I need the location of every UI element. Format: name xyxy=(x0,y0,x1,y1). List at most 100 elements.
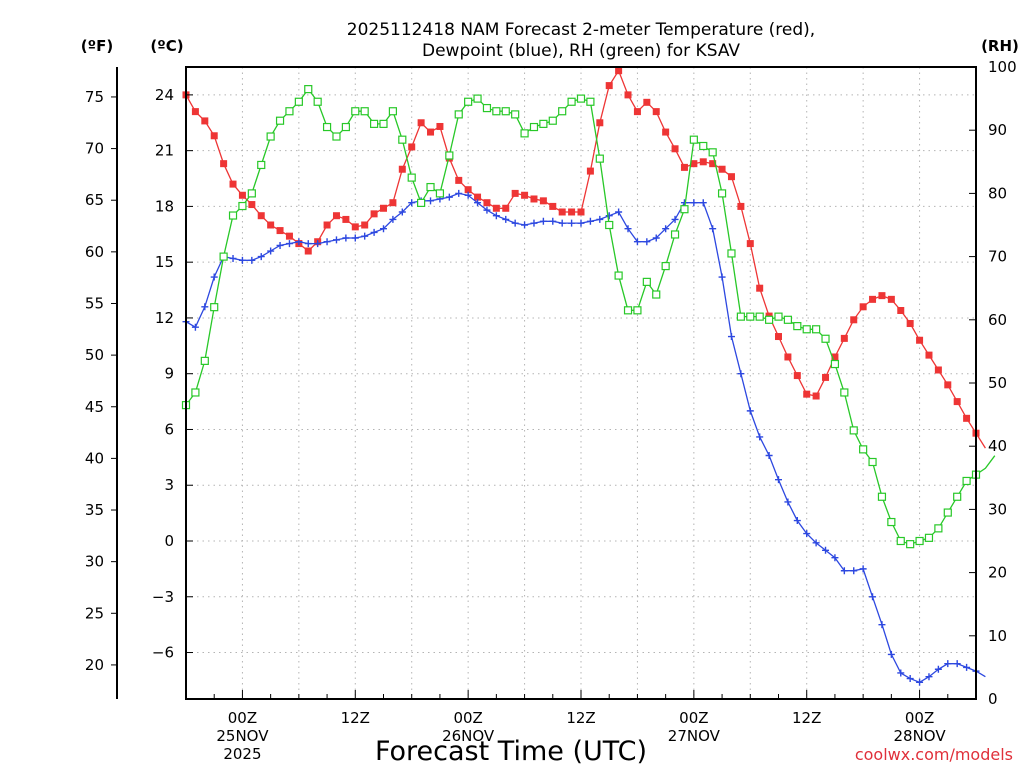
data-point xyxy=(417,198,426,207)
data-point xyxy=(831,353,839,361)
rh-tick-label: 90 xyxy=(988,121,1007,139)
x-tick-label: 00Z xyxy=(679,709,708,727)
data-point xyxy=(201,117,209,125)
data-point xyxy=(717,189,727,198)
rh-tick-label: 40 xyxy=(988,437,1007,455)
data-point xyxy=(201,303,209,311)
data-point xyxy=(877,492,887,501)
data-point xyxy=(445,193,453,201)
data-point xyxy=(953,492,962,501)
celsius-tick-label: 15 xyxy=(155,253,174,271)
data-point xyxy=(756,433,764,441)
rh-tick-label: 80 xyxy=(988,184,1007,202)
data-point xyxy=(455,176,463,184)
data-point xyxy=(360,107,369,116)
data-point xyxy=(558,208,566,216)
data-point xyxy=(323,238,331,246)
data-point xyxy=(925,673,933,681)
data-point xyxy=(267,221,275,229)
x-tick-label: 12Z xyxy=(792,709,821,727)
rh-tick-label: 70 xyxy=(988,248,1007,266)
data-point xyxy=(294,97,303,106)
fahrenheit-axis-header: (ºF) xyxy=(81,37,113,55)
data-point xyxy=(238,191,246,199)
x-tick-label: 00Z xyxy=(453,709,482,727)
data-point xyxy=(529,122,539,132)
x-tick-label: 2025 xyxy=(223,745,261,763)
data-point xyxy=(633,306,642,315)
data-point xyxy=(821,334,830,343)
data-point xyxy=(586,217,594,225)
data-point xyxy=(690,199,698,207)
data-point xyxy=(257,160,266,170)
data-point xyxy=(689,135,698,144)
data-point xyxy=(276,227,284,235)
data-point xyxy=(727,249,736,258)
data-point xyxy=(746,240,754,248)
data-point xyxy=(709,160,717,168)
data-point xyxy=(793,517,801,525)
data-point xyxy=(887,295,895,303)
data-point xyxy=(897,669,905,677)
rh-tick-label: 30 xyxy=(988,500,1007,518)
data-point xyxy=(633,238,641,246)
data-point xyxy=(521,221,529,229)
data-point xyxy=(219,252,228,261)
data-point xyxy=(859,303,867,311)
data-point xyxy=(859,445,868,454)
data-point xyxy=(624,91,632,99)
data-point xyxy=(285,107,294,116)
data-point xyxy=(332,132,341,141)
data-point xyxy=(388,107,398,116)
chart-title-line-1: 2025112418 NAM Forecast 2-meter Temperat… xyxy=(347,20,815,40)
celsius-tick-label: 6 xyxy=(164,420,174,438)
data-point xyxy=(878,621,886,629)
data-point xyxy=(408,143,416,151)
data-point xyxy=(906,675,914,683)
data-point xyxy=(850,567,858,575)
data-point xyxy=(755,312,764,321)
celsius-tick-label: 21 xyxy=(155,142,174,160)
data-point xyxy=(464,186,472,194)
data-point xyxy=(398,165,406,173)
data-point xyxy=(380,225,387,233)
fahrenheit-tick-label: 50 xyxy=(85,346,104,364)
data-point xyxy=(417,119,425,127)
celsius-tick-label: −3 xyxy=(152,588,174,606)
data-point xyxy=(615,67,623,75)
data-point xyxy=(548,116,557,125)
data-point xyxy=(840,388,849,397)
data-point xyxy=(661,261,670,271)
data-point xyxy=(380,204,387,212)
data-point xyxy=(530,195,538,203)
x-tick-label: 12Z xyxy=(566,709,595,727)
series-layer xyxy=(181,67,996,686)
data-point xyxy=(304,247,312,255)
data-point xyxy=(869,593,877,601)
data-point xyxy=(520,129,529,138)
data-point xyxy=(304,240,312,248)
data-point xyxy=(342,215,350,223)
data-point xyxy=(963,414,971,422)
data-point xyxy=(896,536,905,546)
data-point xyxy=(774,312,783,321)
data-point xyxy=(558,219,566,227)
data-point xyxy=(727,333,735,341)
data-point xyxy=(718,165,726,173)
data-point xyxy=(699,141,708,151)
data-point xyxy=(869,295,877,303)
data-point xyxy=(840,334,848,342)
data-point xyxy=(784,353,792,361)
data-point xyxy=(812,325,821,334)
data-point xyxy=(953,660,961,668)
data-point xyxy=(680,205,689,214)
rh-axis-header: (RH) xyxy=(981,37,1019,55)
data-point xyxy=(492,212,500,220)
data-point xyxy=(643,238,651,246)
data-point xyxy=(407,173,416,182)
data-point xyxy=(379,119,388,128)
data-point xyxy=(595,154,604,163)
data-point xyxy=(257,253,265,261)
data-point xyxy=(916,678,924,686)
data-point xyxy=(953,398,961,406)
